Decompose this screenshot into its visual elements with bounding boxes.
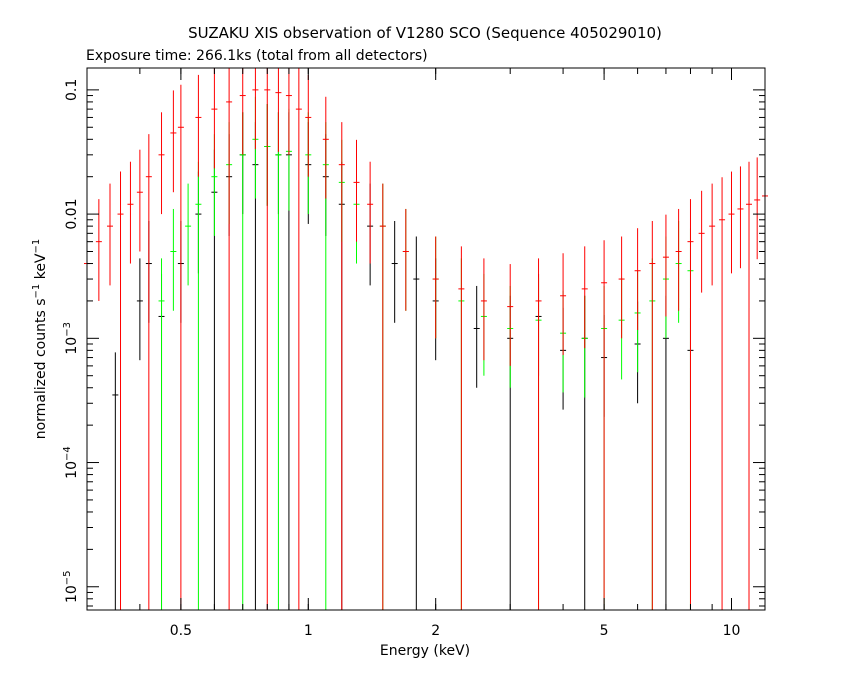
x-tick-label: 2 xyxy=(431,623,440,639)
chart-title: SUZAKU XIS observation of V1280 SCO (Seq… xyxy=(188,24,662,42)
y-tick-label: 0.1 xyxy=(64,79,80,101)
series-1 xyxy=(158,96,694,610)
y-axis-label: normalized counts s−1 keV−1 xyxy=(31,239,49,440)
chart-subtitle: Exposure time: 266.1ks (total from all d… xyxy=(86,48,428,64)
y-tick-label: 10−5 xyxy=(62,570,80,603)
y-axis-label-exp2: −1 xyxy=(31,239,42,254)
x-tick-label: 1 xyxy=(304,623,313,639)
plot-frame xyxy=(86,67,766,611)
series-2 xyxy=(84,68,768,610)
x-axis-label: Energy (keV) xyxy=(380,643,470,659)
x-axis: 0.5 1 2 5 10 xyxy=(86,68,741,639)
y-axis: 0.1 0.01 10−3 10−4 10−5 xyxy=(62,79,765,607)
data-layer xyxy=(84,68,768,610)
y-axis-label-main: normalized counts s xyxy=(33,298,49,439)
x-tick-label: 10 xyxy=(723,623,741,639)
y-tick-label: 0.01 xyxy=(64,199,80,230)
x-tick-label: 0.5 xyxy=(170,623,192,639)
series-0 xyxy=(112,103,694,610)
y-axis-label-mid: keV xyxy=(33,253,49,284)
y-tick-label: 10−4 xyxy=(62,446,80,479)
y-tick-label: 10−3 xyxy=(62,322,80,355)
y-axis-label-exp1: −1 xyxy=(31,284,42,299)
x-tick-label: 5 xyxy=(600,623,609,639)
